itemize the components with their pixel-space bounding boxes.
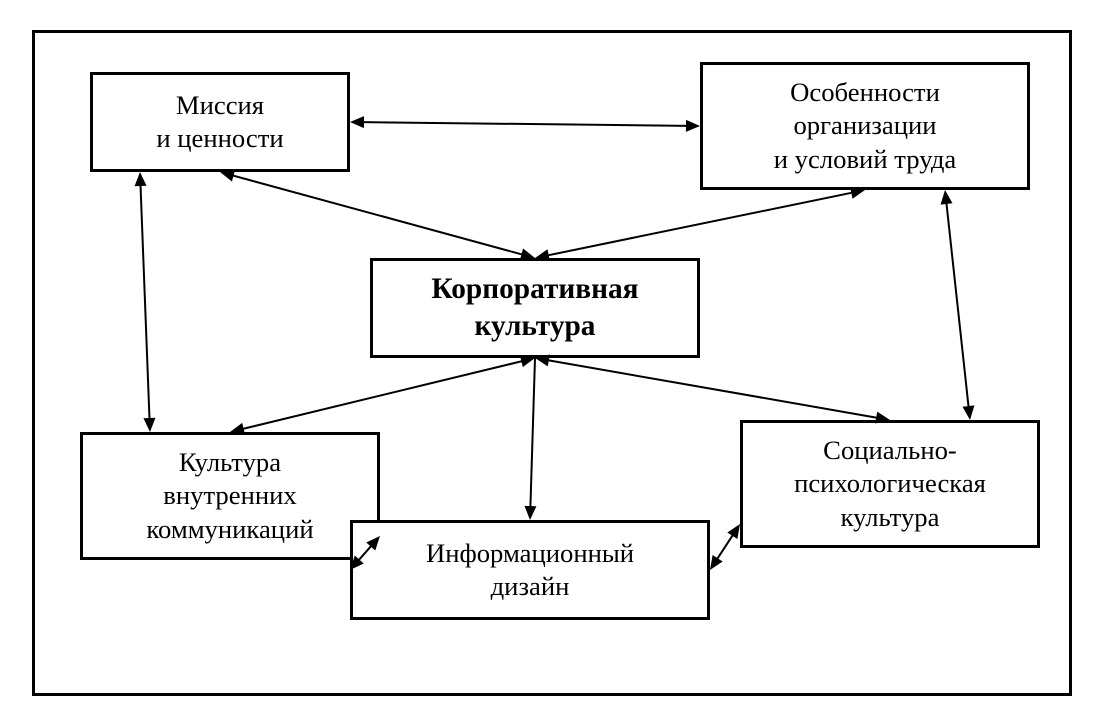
node-mission-values: Миссияи ценности (90, 72, 350, 172)
diagram-canvas: Корпоративнаякультура Миссияи ценности О… (0, 0, 1102, 726)
node-label: Миссияи ценности (156, 89, 283, 156)
node-label: Особенностиорганизациии условий труда (774, 76, 957, 176)
node-information-design: Информационныйдизайн (350, 520, 710, 620)
node-internal-communications: Культуравнутреннихкоммуникаций (80, 432, 380, 560)
node-label: Культуравнутреннихкоммуникаций (146, 446, 313, 546)
node-organization-features: Особенностиорганизациии условий труда (700, 62, 1030, 190)
node-corporate-culture: Корпоративнаякультура (370, 258, 700, 358)
node-label: Социально-психологическаякультура (794, 434, 986, 534)
node-social-psychological: Социально-психологическаякультура (740, 420, 1040, 548)
node-label: Информационныйдизайн (426, 537, 634, 604)
node-label: Корпоративнаякультура (431, 271, 638, 344)
